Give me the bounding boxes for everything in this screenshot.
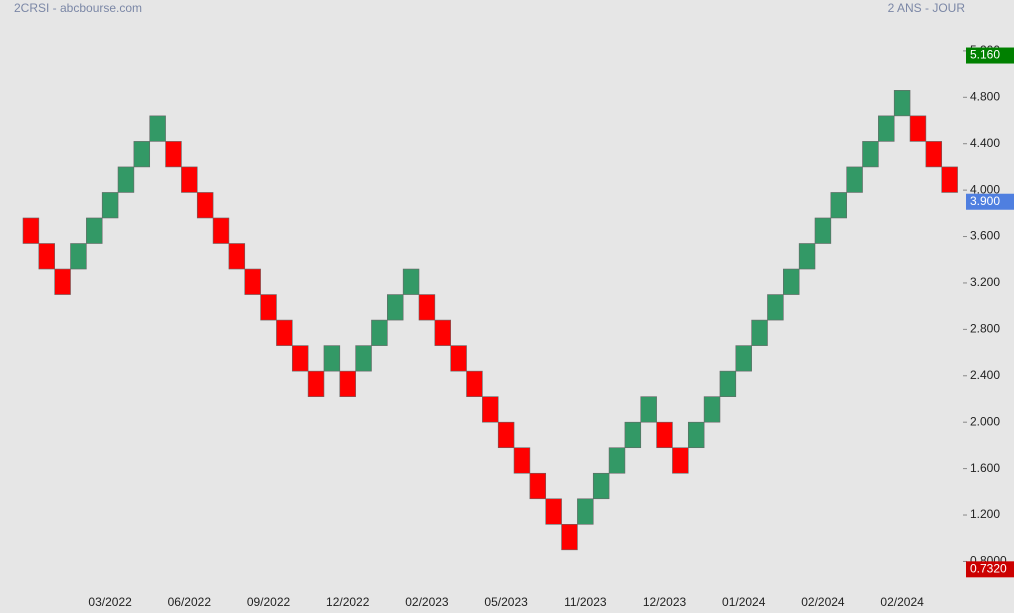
y-tick-label: 4.000 [970, 182, 1000, 196]
brick [418, 294, 436, 321]
x-tick-label: 01/2024 [722, 595, 766, 609]
y-tick-label: 4.800 [970, 89, 1000, 103]
x-tick-label: 05/2023 [484, 595, 528, 609]
brick [545, 498, 562, 525]
price-tag-label: 3.900 [970, 194, 1000, 208]
y-tick-label: 2.800 [970, 322, 1000, 336]
brick [893, 90, 911, 117]
x-tick-label: 06/2022 [168, 595, 212, 609]
brick [212, 217, 230, 244]
brick [371, 319, 388, 346]
brick [22, 217, 40, 244]
x-tick-label: 09/2022 [247, 595, 291, 609]
y-tick-label: 3.200 [970, 275, 1000, 289]
price-tag-label: 0.7320 [970, 561, 1007, 575]
brick [101, 192, 119, 219]
brick [86, 217, 103, 244]
brick [387, 294, 404, 321]
brick [909, 115, 927, 142]
brick [672, 447, 689, 474]
price-tag [966, 193, 1014, 210]
brick [703, 396, 721, 423]
brick [149, 115, 166, 142]
brick [687, 421, 705, 449]
brick [165, 141, 182, 168]
y-tick-label: 2.400 [970, 368, 1000, 382]
x-tick-label: 12/2023 [643, 595, 687, 609]
brick [767, 294, 784, 321]
chart-subtitle: 2 ANS - JOUR [888, 1, 966, 15]
brick [482, 396, 499, 423]
brick [244, 268, 261, 295]
brick [561, 524, 578, 551]
x-tick-label: 12/2022 [326, 595, 370, 609]
brick [291, 345, 309, 372]
brick [577, 498, 594, 525]
brick [355, 345, 372, 372]
brick [276, 319, 293, 346]
brick [117, 166, 135, 193]
brick [434, 319, 451, 346]
brick [592, 472, 610, 500]
brick [941, 166, 958, 193]
brick [656, 421, 673, 449]
brick [196, 192, 214, 219]
y-tick-label: 4.400 [970, 136, 1000, 150]
brick [54, 268, 71, 295]
brick [735, 345, 752, 372]
x-tick-label: 03/2022 [88, 595, 132, 609]
brick [624, 421, 642, 449]
brick [814, 217, 832, 244]
x-tick-label: 02/2023 [405, 595, 449, 609]
brick [466, 370, 483, 397]
brick [38, 243, 55, 270]
brick [925, 141, 943, 168]
brick [751, 319, 768, 346]
brick [640, 396, 657, 423]
brick [719, 370, 737, 397]
brick [323, 345, 341, 372]
brick [307, 370, 325, 397]
brick [260, 294, 277, 321]
brick [878, 115, 895, 142]
y-tick-label: 1.600 [970, 461, 1000, 475]
x-tick-label: 02/2024 [880, 595, 924, 609]
y-tick-label: 2.000 [970, 414, 1000, 428]
x-tick-label: 11/2023 [564, 595, 607, 609]
brick [450, 345, 467, 372]
y-tick-label: 1.200 [970, 507, 1000, 521]
brick [783, 268, 800, 295]
y-tick-label: 3.600 [970, 229, 1000, 243]
brick [70, 243, 87, 270]
x-tick-label: 02/2024 [801, 595, 845, 609]
brick [862, 141, 879, 168]
brick [339, 370, 356, 397]
brick [181, 166, 198, 193]
price-tag [966, 47, 1014, 64]
price-tag-label: 5.160 [970, 48, 1000, 62]
brick [830, 192, 847, 219]
brick [529, 472, 547, 500]
brick [497, 421, 515, 449]
price-tag [966, 561, 1014, 578]
chart-title: 2CRSI - abcbourse.com [14, 1, 142, 15]
brick [798, 243, 816, 270]
brick [402, 268, 420, 295]
brick [608, 447, 626, 474]
brick [513, 447, 531, 474]
brick [133, 141, 151, 168]
brick [228, 243, 246, 270]
brick [846, 166, 863, 193]
